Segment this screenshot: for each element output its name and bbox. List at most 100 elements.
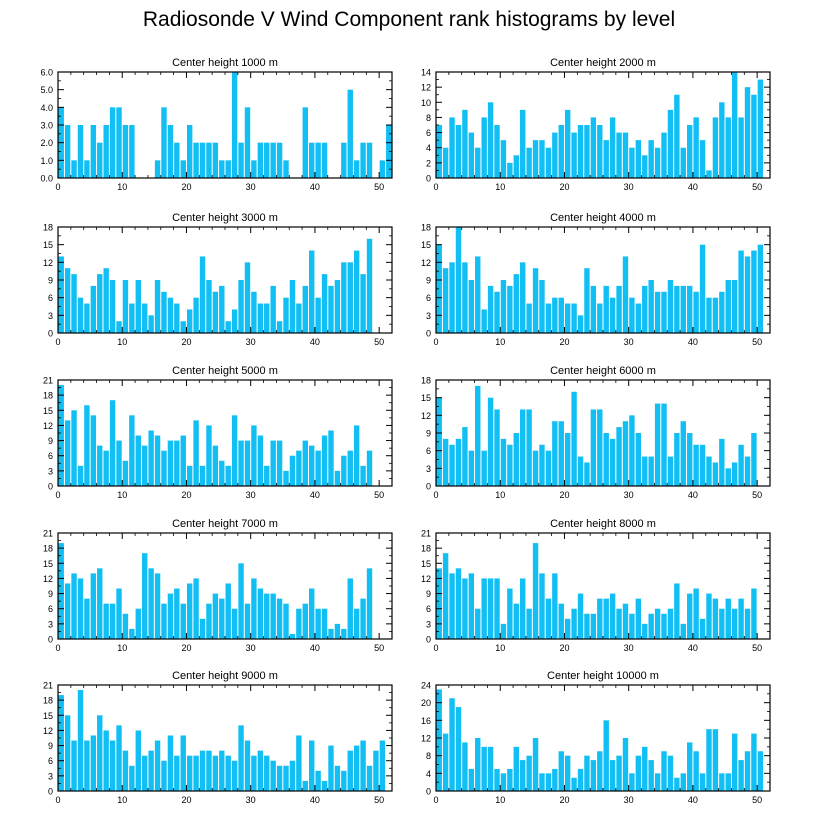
bar (71, 160, 77, 178)
bar (167, 440, 174, 486)
bar (321, 274, 328, 333)
y-tick-label: 18 (421, 544, 431, 554)
y-tick-label: 1.0 (40, 156, 53, 166)
x-tick-label: 0 (55, 490, 60, 500)
bar (757, 244, 764, 333)
x-tick-label: 50 (374, 337, 384, 347)
bar (231, 760, 238, 791)
x-tick-label: 30 (624, 795, 634, 805)
bar (212, 593, 219, 639)
bar (264, 303, 270, 333)
y-tick-label: 0.0 (40, 174, 53, 184)
panel-7: Center height 8000 m 0 3 6 9 12 15 18 21 0 10 20 30 4… (421, 518, 771, 653)
bar (674, 777, 680, 791)
bar (161, 760, 167, 791)
bar (347, 262, 353, 333)
bar (520, 578, 526, 639)
x-tick-label: 30 (246, 182, 256, 192)
bar (609, 297, 616, 333)
bar (199, 750, 206, 791)
bar (545, 303, 552, 333)
bar (264, 593, 270, 639)
bar (616, 285, 622, 333)
x-tick-label: 50 (374, 795, 384, 805)
bar (199, 142, 206, 178)
y-tick-label: 21 (421, 529, 431, 539)
y-tick-label: 14 (421, 68, 431, 78)
bar (251, 755, 257, 791)
bar (270, 760, 276, 791)
bar (270, 593, 276, 639)
bar (109, 603, 116, 639)
bar (353, 425, 360, 486)
bar (302, 780, 308, 791)
bar (539, 773, 545, 791)
bar (116, 107, 122, 178)
x-tick-label: 0 (55, 182, 60, 192)
bar (475, 256, 481, 333)
bar (687, 285, 693, 333)
bar (442, 553, 449, 639)
bar (584, 268, 590, 333)
y-tick-label: 0 (48, 635, 53, 645)
x-tick-label: 40 (688, 643, 698, 653)
x-tick-label: 0 (55, 643, 60, 653)
bar (507, 588, 513, 639)
bar (264, 465, 270, 486)
bar (642, 746, 648, 791)
bar (648, 456, 654, 486)
y-tick-label: 18 (43, 223, 53, 233)
y-tick-label: 6 (48, 756, 53, 766)
bar (520, 109, 526, 178)
bar (276, 765, 283, 791)
bar (264, 142, 270, 178)
bar (507, 285, 513, 333)
bar (590, 409, 597, 486)
bar (167, 735, 174, 791)
bar (468, 573, 475, 639)
y-tick-label: 9 (426, 429, 431, 439)
bar (360, 142, 366, 178)
bar (744, 751, 751, 791)
panel-2: Center height 3000 m 0 3 6 9 12 15 18 0 10 20 30 40 5… (43, 212, 393, 347)
bar (296, 735, 302, 791)
bar (738, 760, 744, 791)
bar (712, 729, 719, 791)
bar (231, 309, 238, 333)
bar (244, 107, 251, 178)
bar (231, 72, 238, 178)
bar (442, 268, 449, 333)
y-tick-label: 15 (421, 240, 431, 250)
bar (654, 773, 661, 791)
bar (731, 72, 738, 178)
bar (116, 725, 122, 791)
x-tick-label: 10 (117, 490, 127, 500)
bar (309, 588, 315, 639)
bar (84, 303, 90, 333)
bar (77, 578, 84, 639)
bar (315, 450, 321, 486)
y-tick-label: 0 (426, 635, 431, 645)
bar (71, 573, 77, 639)
x-tick-label: 20 (181, 490, 191, 500)
bar (744, 456, 751, 486)
bar (186, 465, 193, 486)
bar (219, 160, 225, 178)
bar (142, 445, 148, 486)
bar (564, 755, 571, 791)
bar (577, 315, 584, 333)
bar (90, 573, 97, 639)
y-tick-label: 6 (48, 604, 53, 614)
bar (296, 303, 302, 333)
bar (180, 603, 186, 639)
x-tick-label: 20 (181, 795, 191, 805)
panel-8: Center height 9000 m 0 3 6 9 12 15 18 21 0 10 20 30 4… (43, 670, 393, 805)
bar (725, 117, 731, 178)
bar (699, 773, 706, 791)
x-tick-label: 30 (246, 337, 256, 347)
bar (309, 142, 315, 178)
y-tick-label: 4.0 (40, 103, 53, 113)
bar (103, 125, 109, 178)
bar (360, 598, 366, 639)
bar (206, 750, 212, 791)
